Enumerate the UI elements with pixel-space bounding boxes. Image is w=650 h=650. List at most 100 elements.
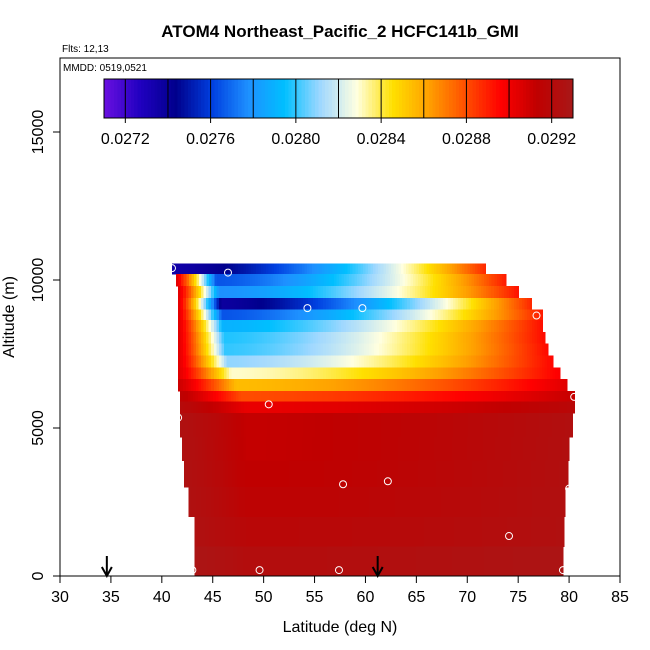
heatmap-cell — [217, 460, 221, 488]
heatmap-cell — [269, 355, 273, 368]
heatmap-cell — [534, 309, 538, 321]
heatmap-cell — [386, 331, 390, 345]
heatmap-cell — [246, 487, 250, 518]
heatmap-cell — [453, 367, 457, 380]
heatmap-cell — [346, 331, 350, 345]
heatmap-cell — [306, 436, 311, 461]
heatmap-cell — [485, 263, 487, 275]
colorbar-swatch — [445, 79, 450, 118]
heatmap-cell — [215, 401, 219, 414]
heatmap-cell — [228, 401, 232, 414]
heatmap-cell — [520, 546, 524, 577]
heatmap-cell — [304, 391, 309, 402]
heatmap-cell — [463, 487, 467, 518]
heatmap-cell — [239, 355, 243, 368]
heatmap-cell — [391, 355, 396, 368]
heatmap-cell — [353, 319, 357, 333]
heatmap-cell — [215, 263, 219, 275]
heatmap-cell — [330, 297, 334, 310]
heatmap-cell — [372, 546, 376, 577]
heatmap-cell — [307, 319, 312, 333]
heatmap-cell — [199, 546, 203, 577]
heatmap-cell — [180, 401, 184, 414]
heatmap-cell — [172, 263, 176, 275]
heatmap-cell — [213, 487, 217, 518]
heatmap-cell — [459, 263, 463, 275]
heatmap-cell — [501, 285, 505, 299]
heatmap-cell — [190, 391, 194, 402]
heatmap-cell — [432, 355, 436, 368]
heatmap-cell — [272, 309, 276, 321]
heatmap-cell — [323, 274, 327, 287]
heatmap-cell — [509, 487, 513, 518]
heatmap-cell — [522, 516, 526, 547]
heatmap-cell — [323, 379, 327, 392]
heatmap-cell — [389, 331, 393, 345]
heatmap-cell — [224, 460, 229, 488]
heatmap-cell — [244, 355, 248, 368]
heatmap-cell — [470, 401, 474, 414]
heatmap-cell — [415, 274, 419, 287]
heatmap-cell — [542, 309, 544, 321]
heatmap-cell — [207, 546, 211, 577]
heatmap-cell — [216, 331, 220, 345]
heatmap-cell — [486, 297, 490, 310]
heatmap-cell — [465, 343, 469, 356]
heatmap-cell — [224, 546, 229, 577]
heatmap-cell — [325, 413, 329, 438]
heatmap-cell — [328, 285, 332, 299]
heatmap-cell — [536, 401, 540, 414]
heatmap-cell — [456, 274, 460, 287]
heatmap-cell — [484, 274, 488, 287]
heatmap-cell — [425, 319, 429, 333]
heatmap-cell — [185, 343, 189, 356]
heatmap-cell — [457, 413, 461, 438]
heatmap-cell — [390, 546, 394, 577]
heatmap-cell — [329, 263, 333, 275]
heatmap-cell — [526, 355, 530, 368]
heatmap-cell — [355, 413, 359, 438]
heatmap-cell — [560, 546, 564, 577]
heatmap-cell — [544, 401, 548, 414]
heatmap-cell — [533, 436, 537, 461]
heatmap-cell — [238, 413, 242, 438]
heatmap-cell — [492, 516, 496, 547]
heatmap-cell — [391, 285, 396, 299]
heatmap-cell — [230, 460, 234, 488]
colorbar-tick-label: 0.0276 — [186, 131, 235, 148]
heatmap-cell — [217, 263, 221, 275]
heatmap-cell — [466, 546, 470, 577]
heatmap-cell — [282, 379, 286, 392]
heatmap-cell — [521, 355, 525, 368]
heatmap-cell — [426, 516, 430, 547]
heatmap-cell — [192, 436, 196, 461]
heatmap-cell — [429, 391, 433, 402]
heatmap-cell — [427, 297, 431, 310]
heatmap-cell — [498, 331, 502, 345]
heatmap-cell — [448, 516, 453, 547]
heatmap-cell — [241, 391, 245, 402]
heatmap-cell — [330, 309, 334, 321]
heatmap-cell — [350, 401, 354, 414]
heatmap-cell — [313, 309, 317, 321]
heatmap-cell — [473, 274, 478, 287]
heatmap-cell — [327, 263, 331, 275]
heatmap-cell — [534, 367, 538, 380]
heatmap-cell — [355, 391, 359, 402]
colorbar-swatch — [144, 79, 149, 118]
heatmap-cell — [264, 391, 268, 402]
heatmap-cell — [244, 331, 248, 345]
heatmap-cell — [445, 319, 449, 333]
heatmap-cell — [560, 460, 565, 488]
heatmap-cell — [481, 331, 485, 345]
heatmap-cell — [274, 379, 278, 392]
heatmap-cell — [514, 331, 518, 345]
heatmap-cell — [389, 285, 393, 299]
heatmap-cell — [188, 367, 192, 380]
heatmap-cell — [361, 285, 365, 299]
heatmap-cell — [300, 487, 304, 518]
heatmap-cell — [258, 516, 262, 547]
heatmap-cell — [344, 516, 348, 547]
heatmap-cell — [315, 367, 319, 380]
heatmap-cell — [249, 343, 253, 356]
